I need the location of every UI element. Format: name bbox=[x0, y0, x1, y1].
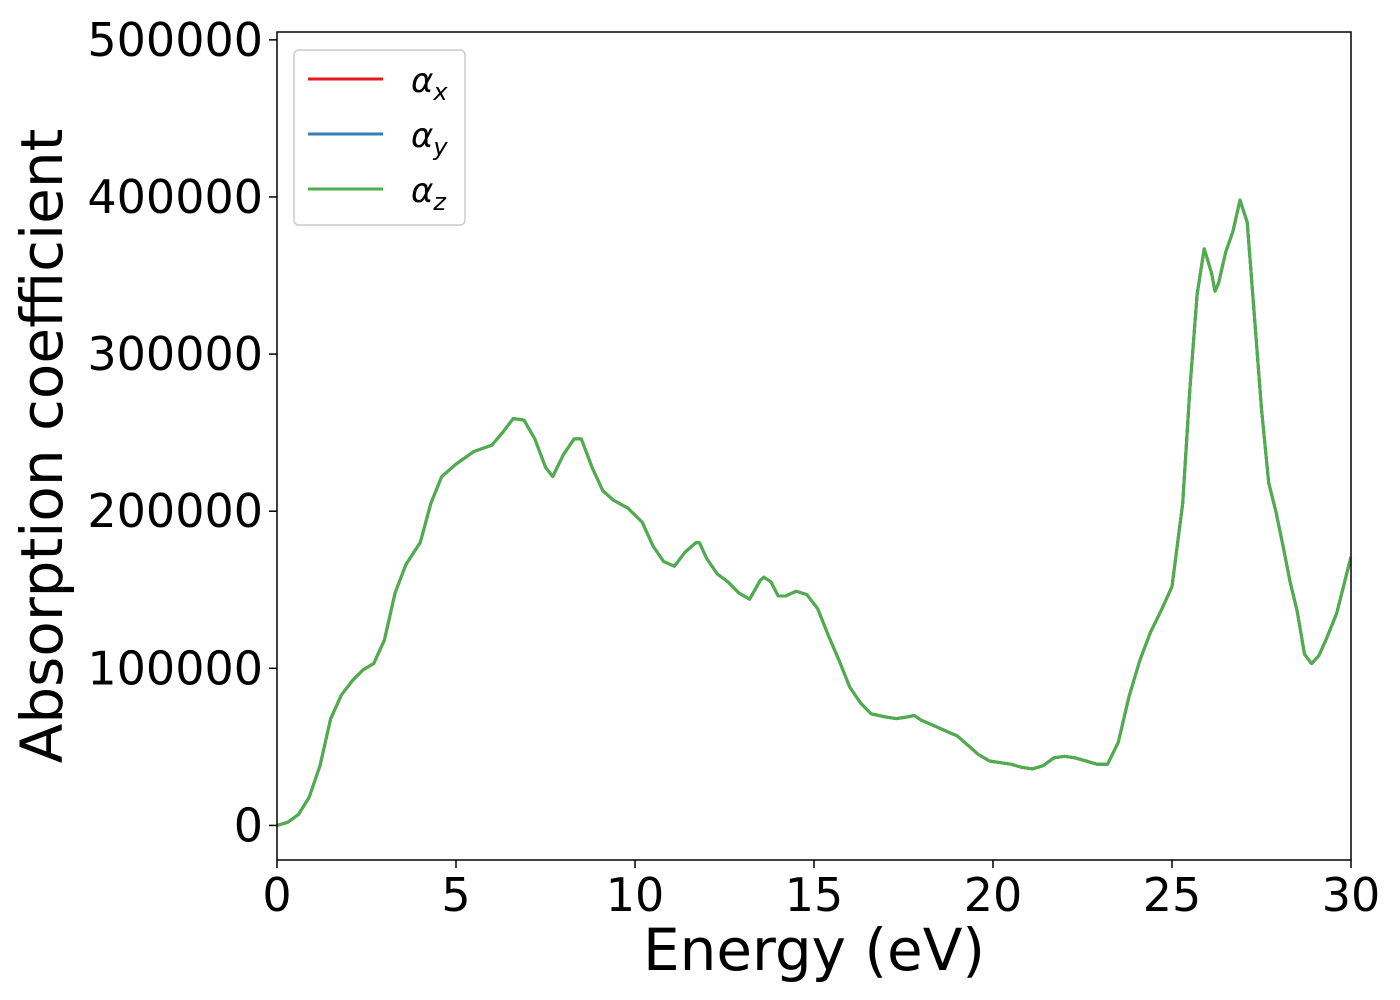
y-axis-title: Absorption coefficient bbox=[8, 129, 76, 764]
x-tick-label: 10 bbox=[606, 868, 665, 922]
x-tick-label: 5 bbox=[441, 868, 470, 922]
x-axis: 0 5 10 15 20 25 30 bbox=[262, 860, 1380, 922]
y-tick-label: 400000 bbox=[87, 170, 263, 224]
y-tick-label: 300000 bbox=[87, 327, 263, 381]
x-tick-label: 15 bbox=[785, 868, 844, 922]
x-tick-label: 25 bbox=[1143, 868, 1202, 922]
y-tick-label: 0 bbox=[234, 798, 263, 852]
x-tick-label: 20 bbox=[964, 868, 1023, 922]
y-tick-label: 200000 bbox=[87, 484, 263, 538]
series-layer bbox=[277, 198, 1351, 827]
x-tick-label: 0 bbox=[262, 868, 291, 922]
x-tick-label: 30 bbox=[1322, 868, 1381, 922]
y-tick-label: 500000 bbox=[87, 13, 263, 67]
series-line-z bbox=[277, 198, 1351, 827]
y-tick-label: 100000 bbox=[87, 641, 263, 695]
legend-box bbox=[293, 49, 466, 226]
y-axis: 0 100000 200000 300000 400000 500000 bbox=[87, 13, 277, 852]
x-axis-title: Energy (eV) bbox=[643, 916, 985, 984]
